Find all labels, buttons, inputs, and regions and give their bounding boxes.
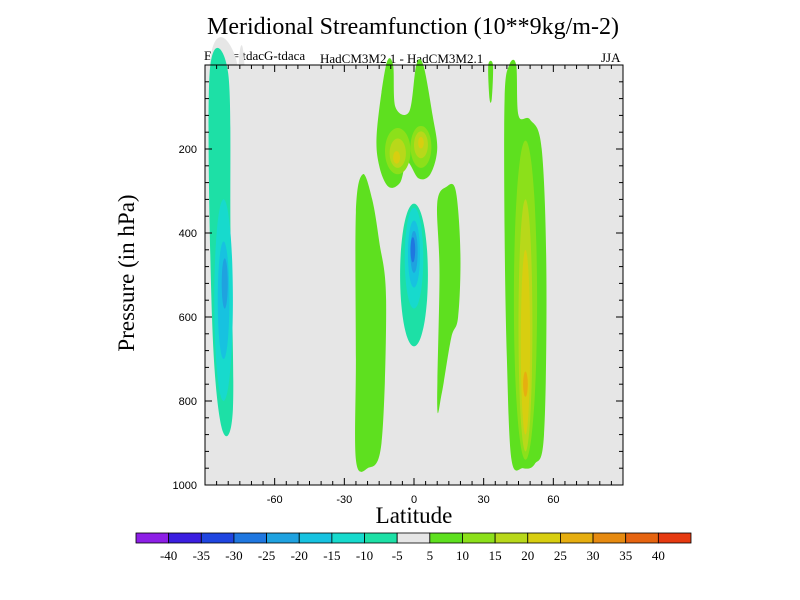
contour-fill-19 xyxy=(393,151,401,164)
colorbar-label: 5 xyxy=(427,548,434,563)
colorbar-label: -5 xyxy=(392,548,403,563)
x-tick-label: -30 xyxy=(336,494,352,506)
contour-fill-29 xyxy=(481,207,487,251)
colorbar-box-15 xyxy=(625,532,659,544)
colorbar-box-7 xyxy=(364,532,398,544)
colorbar-box-10 xyxy=(462,532,496,544)
colorbar-box-9 xyxy=(429,532,463,544)
contour-fill-20 xyxy=(418,136,424,149)
colorbar-label: 35 xyxy=(619,548,632,563)
contour-fill-26 xyxy=(523,371,528,397)
colorbar-box-12 xyxy=(527,532,561,544)
colorbar-label: -15 xyxy=(323,548,340,563)
colorbar-box-6 xyxy=(331,532,365,544)
colorbar-box-5 xyxy=(298,532,333,544)
colorbar-label: 10 xyxy=(456,548,469,563)
chart-title: Meridional Streamfunction (10**9kg/m-2) xyxy=(207,14,619,40)
contour-fill-28 xyxy=(488,60,494,103)
y-tick-label: 600 xyxy=(179,312,197,324)
y-tick-label: 1000 xyxy=(173,480,197,492)
colorbar-label: 40 xyxy=(652,548,665,563)
contour-fill-12 xyxy=(410,237,416,263)
colorbar-label: -40 xyxy=(160,548,177,563)
contour-fill-6 xyxy=(299,341,326,452)
contour-fill-21 xyxy=(436,183,461,414)
plot-area xyxy=(205,37,623,485)
colorbar-box-11 xyxy=(494,532,529,544)
x-tick-label: 60 xyxy=(547,494,559,506)
y-tick-label: 400 xyxy=(179,228,197,240)
colorbar-label: -10 xyxy=(356,548,373,563)
colorbar-box-8 xyxy=(396,532,431,544)
contour-fill-5 xyxy=(237,45,257,416)
x-tick-label: -60 xyxy=(267,494,283,506)
model-label: HadCM3M2.1 - HadCM3M2.1 xyxy=(320,51,484,66)
y-tick-label: 800 xyxy=(179,396,197,408)
colorbar-box-4 xyxy=(266,532,300,544)
contour-fill-25 xyxy=(520,249,531,435)
colorbar-box-14 xyxy=(592,532,627,544)
season-label: JJA xyxy=(601,50,621,65)
colorbar-label: 15 xyxy=(489,548,502,563)
colorbar-label: 30 xyxy=(587,548,600,563)
colorbar-label: 20 xyxy=(521,548,534,563)
x-axis-label: Latitude xyxy=(375,503,453,528)
x-tick-label: 0 xyxy=(411,494,417,506)
colorbar-box-3 xyxy=(233,532,267,544)
colorbar: -40 -35 -30 -25 -20 -15 -10 -5 5 10 15 20 25 30 35 40 xyxy=(135,532,692,563)
colorbar-label: 25 xyxy=(554,548,567,563)
colorbar-label: -25 xyxy=(258,548,275,563)
contour-fill-27 xyxy=(386,61,393,94)
axes: -60 -30 0 30 60 200 400 600 800 1000 xyxy=(173,64,624,506)
contour-fill-4 xyxy=(221,258,228,309)
colorbar-box-2 xyxy=(200,532,235,544)
x-tick-label: 30 xyxy=(478,494,490,506)
colorbar-box-1 xyxy=(168,532,202,544)
colorbar-label: -20 xyxy=(291,548,308,563)
colorbar-label: -35 xyxy=(193,548,210,563)
colorbar-box-13 xyxy=(560,532,594,544)
contour-fill-13 xyxy=(355,174,387,472)
colorbar-label: -30 xyxy=(225,548,242,563)
colorbar-box-16 xyxy=(657,532,692,544)
colorbar-box-0 xyxy=(135,532,170,544)
y-tick-label: 200 xyxy=(179,144,197,156)
